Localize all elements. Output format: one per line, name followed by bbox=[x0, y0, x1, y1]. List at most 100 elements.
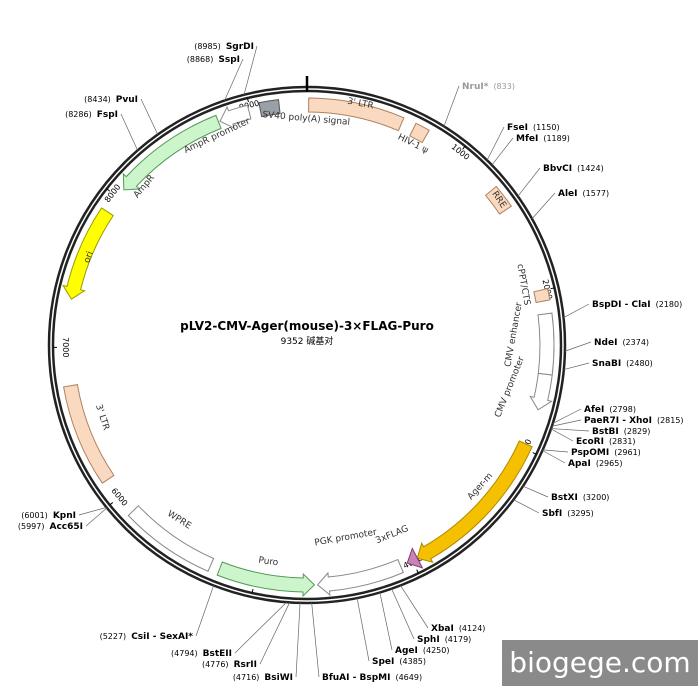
site-name: CsiI - SexAI* bbox=[131, 632, 193, 642]
site-leader bbox=[551, 428, 590, 432]
feature-label: 3xFLAG bbox=[374, 524, 410, 546]
site-name: FseI bbox=[507, 123, 528, 133]
site-position: (8286) bbox=[65, 110, 92, 119]
site-label: BbvCI (1424) bbox=[543, 164, 604, 174]
site-position: (4124) bbox=[459, 624, 486, 633]
site-label: AleI (1577) bbox=[558, 189, 609, 199]
feature-label: cPPT/CTS bbox=[514, 263, 531, 306]
tick-mark bbox=[550, 287, 555, 290]
tick-label: 6000 bbox=[110, 486, 130, 507]
site-position: (2374) bbox=[622, 338, 649, 347]
site-leader bbox=[234, 601, 287, 654]
site-name: PaeR7I - XhoI bbox=[584, 416, 652, 426]
site-position: (4385) bbox=[399, 657, 426, 666]
site-leader bbox=[550, 428, 574, 442]
site-label: AfeI (2798) bbox=[584, 405, 636, 415]
site-label: (5997) Acc65I bbox=[18, 522, 83, 532]
site-leader bbox=[491, 137, 514, 166]
feature-arc bbox=[529, 372, 553, 411]
site-label: SbfI (3295) bbox=[542, 509, 594, 519]
site-leader bbox=[120, 113, 138, 151]
site-leader bbox=[243, 45, 258, 95]
site-position: (833) bbox=[493, 82, 515, 91]
site-leader bbox=[356, 598, 370, 662]
site-name: SphI bbox=[417, 635, 440, 645]
watermark-box bbox=[502, 640, 698, 686]
site-name: AgeI bbox=[395, 646, 418, 656]
site-name: BsiWI bbox=[264, 673, 293, 683]
tick-mark bbox=[106, 188, 111, 192]
site-name: AleI bbox=[558, 189, 578, 199]
site-position: (6001) bbox=[21, 511, 48, 520]
tick-mark bbox=[462, 145, 466, 150]
site-position: (2829) bbox=[624, 427, 651, 436]
tick-mark bbox=[109, 502, 114, 506]
site-position: (2961) bbox=[614, 448, 641, 457]
site-label: EcoRI (2831) bbox=[576, 437, 636, 447]
site-leader bbox=[551, 419, 582, 427]
site-position: (8868) bbox=[187, 55, 214, 64]
site-position: (2815) bbox=[657, 416, 684, 425]
site-name: SspI bbox=[218, 55, 240, 65]
site-label: BfuAI - BspMI (4649) bbox=[322, 673, 422, 683]
site-name: BstBI bbox=[592, 427, 619, 437]
watermark: biogege.com bbox=[509, 646, 690, 679]
site-leader bbox=[195, 585, 214, 637]
feature-arc bbox=[316, 558, 404, 597]
site-name: SbfI bbox=[542, 509, 562, 519]
site-name: RsrII bbox=[234, 660, 257, 670]
site-position: (4179) bbox=[445, 635, 472, 644]
site-label: BspDI - ClaI (2180) bbox=[592, 300, 682, 310]
site-name: AfeI bbox=[584, 405, 604, 415]
feature-arc bbox=[127, 505, 215, 572]
site-name: BfuAI - BspMI bbox=[322, 673, 390, 683]
site-leader bbox=[295, 602, 301, 678]
site-name: ApaI bbox=[568, 459, 591, 469]
site-leader bbox=[379, 592, 393, 651]
site-name: BspDI - ClaI bbox=[592, 300, 651, 310]
site-leader bbox=[513, 499, 540, 514]
tick-mark bbox=[251, 588, 254, 594]
tick-label: 8000 bbox=[103, 183, 123, 205]
site-leader bbox=[85, 507, 108, 527]
tick-label: 7000 bbox=[61, 337, 70, 357]
site-leader bbox=[522, 485, 549, 498]
site-label: (4794) BstEII bbox=[171, 649, 232, 659]
site-name: PspOMI bbox=[571, 448, 609, 458]
feature-label: 3' LTR bbox=[93, 403, 111, 431]
site-leader bbox=[517, 167, 541, 197]
site-leader bbox=[78, 507, 107, 516]
site-position: (8434) bbox=[84, 95, 111, 104]
feature-arc bbox=[122, 114, 222, 191]
site-label: (4776) RsrII bbox=[202, 660, 257, 670]
site-name: SpeI bbox=[372, 657, 394, 667]
site-name: BstXI bbox=[551, 493, 578, 503]
site-position: (2965) bbox=[596, 459, 623, 468]
site-label: (4716) BsiWI bbox=[233, 673, 293, 683]
feature-label: 3' LTR bbox=[346, 97, 374, 112]
site-name: KpnI bbox=[53, 511, 76, 521]
site-leader bbox=[391, 588, 415, 640]
site-leader bbox=[542, 450, 566, 464]
site-label: (8434) PvuI bbox=[84, 95, 138, 105]
feature-arc bbox=[216, 561, 316, 598]
site-label: ApaI (2965) bbox=[568, 459, 622, 469]
site-name: Acc65I bbox=[49, 522, 83, 532]
subtitle: 9352 碱基对 bbox=[281, 335, 334, 347]
site-position: (4716) bbox=[233, 673, 260, 682]
feature-label: Puro bbox=[258, 556, 280, 569]
feature-arc bbox=[416, 440, 533, 563]
feature-arc bbox=[533, 287, 551, 304]
site-label: AgeI (4250) bbox=[395, 646, 449, 656]
site-position: (4794) bbox=[171, 649, 198, 658]
site-name: NdeI bbox=[594, 338, 617, 348]
tick-label: 1000 bbox=[450, 142, 472, 162]
site-position: (5227) bbox=[100, 632, 127, 641]
site-name: BstEII bbox=[203, 649, 232, 659]
site-position: (3295) bbox=[567, 509, 594, 518]
site-label: FseI (1150) bbox=[507, 123, 560, 133]
site-position: (2798) bbox=[609, 405, 636, 414]
site-label: (5227) CsiI - SexAI* bbox=[100, 632, 194, 642]
site-position: (2180) bbox=[656, 300, 683, 309]
